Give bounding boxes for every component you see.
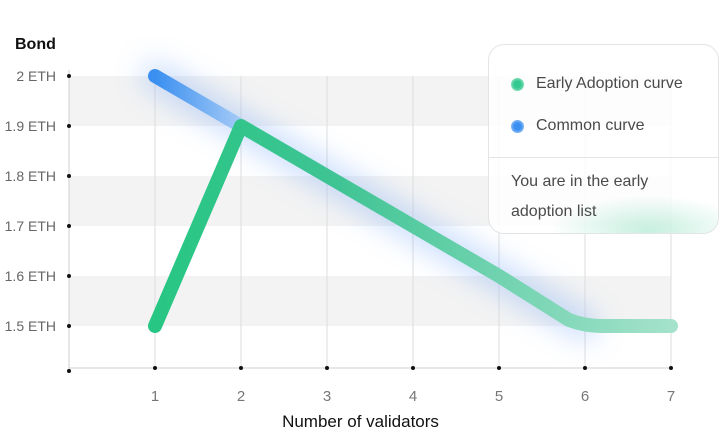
y-tick-label: 1.9 ETH [5, 118, 56, 134]
series-lines [148, 69, 678, 333]
x-axis-dot [411, 366, 415, 370]
y-axis-dot [67, 174, 71, 178]
x-axis-title-text: Number of validators [282, 412, 439, 431]
legend: Early Adoption curve Common curve You ar… [488, 44, 719, 234]
y-tick-label: 1.7 ETH [5, 218, 56, 234]
legend-item-early-adoption: Early Adoption curve [511, 75, 683, 93]
axes [67, 70, 673, 373]
y-axis-dot [67, 274, 71, 278]
legend-label-early-adoption: Early Adoption curve [536, 75, 683, 92]
y-axis-dot [67, 324, 71, 328]
x-axis-dot [583, 366, 587, 370]
y-tick-label: 1.5 ETH [5, 318, 56, 334]
early-adoption-curve-line [148, 119, 678, 333]
x-tick-label: 4 [409, 388, 417, 405]
x-tick-label: 6 [581, 388, 589, 405]
y-axis-dot [67, 224, 71, 228]
x-tick-label: 5 [495, 388, 503, 405]
x-tick-label: 1 [151, 388, 159, 405]
y-tick-label: 1.8 ETH [5, 168, 56, 184]
y-tick-label: 2 ETH [16, 68, 56, 84]
legend-glow [549, 195, 718, 233]
x-axis-dot [325, 366, 329, 370]
y-axis-dot [67, 74, 71, 78]
common-curve-line [148, 69, 248, 133]
y-tick-labels: 1.5 ETH 1.6 ETH 1.7 ETH 1.8 ETH 1.9 ETH 2 ETH [5, 68, 56, 334]
y-tick-label: 1.6 ETH [5, 268, 56, 284]
legend-item-common: Common curve [511, 117, 644, 135]
x-axis-dot [669, 366, 673, 370]
x-tick-label: 7 [667, 388, 675, 405]
legend-label-common: Common curve [536, 117, 645, 134]
legend-note: You are in the early adoption list [511, 173, 649, 220]
x-axis-dot [239, 366, 243, 370]
origin-dot [67, 369, 71, 373]
x-axis-title: Number of validators [0, 412, 721, 432]
x-axis-dot [497, 366, 501, 370]
y-axis-title: Bond [15, 36, 56, 53]
legend-dot-blue-icon [511, 119, 524, 133]
x-tick-labels: 1 2 3 4 5 6 7 [151, 388, 675, 405]
legend-divider [489, 157, 718, 158]
legend-dot-green-icon [511, 77, 524, 91]
x-tick-label: 3 [323, 388, 331, 405]
x-tick-label: 2 [237, 388, 245, 405]
y-axis-dot [67, 124, 71, 128]
